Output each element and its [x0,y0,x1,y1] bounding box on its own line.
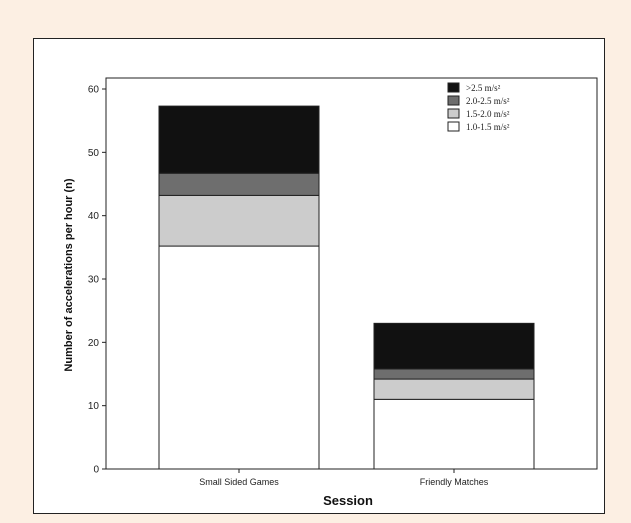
y-tick-label: 30 [88,275,100,286]
legend-label: 1.5-2.0 m/s² [466,109,510,119]
legend: >2.5 m/s² 2.0-2.5 m/s² 1.5-2.0 m/s² 1.0-1.5… [447,82,510,132]
legend-swatch [447,121,460,132]
legend-swatch [447,82,460,93]
x-axis: Small Sided Games Friendly Matches [199,469,489,487]
bars [158,105,535,470]
legend-swatch [447,108,460,119]
y-tick-label: 50 [88,148,100,159]
bar-segment [373,398,535,470]
y-axis-title: Number of accelerations per hour (n) [63,178,75,371]
bar-segment [158,172,320,196]
y-axis: 0 10 20 30 40 50 60 [88,85,106,476]
bar-segment [158,245,320,470]
chart: 0 10 20 30 40 50 60 Small Sided Games Friendly … [63,77,598,508]
bar-segment [373,378,535,400]
bar-segment [158,105,320,174]
legend-label: 1.0-1.5 m/s² [466,122,510,132]
x-axis-title: Session [323,493,373,508]
bar-segment [373,322,535,370]
y-tick-label: 0 [93,465,99,476]
x-tick-label: Small Sided Games [199,477,279,487]
x-tick-label: Friendly Matches [420,477,489,487]
legend-swatch [447,95,460,106]
legend-label: 2.0-2.5 m/s² [466,96,510,106]
bar-segment [373,368,535,380]
y-tick-label: 40 [88,211,100,222]
y-tick-label: 20 [88,338,100,349]
y-tick-label: 10 [88,401,100,412]
legend-label: >2.5 m/s² [466,83,501,93]
y-tick-label: 60 [88,85,100,96]
plot-border [105,77,598,470]
figure-frame: 0 10 20 30 40 50 60 Small Sided Games Friendly … [33,38,605,514]
plot-area [105,77,598,470]
bar-segment [158,194,320,247]
